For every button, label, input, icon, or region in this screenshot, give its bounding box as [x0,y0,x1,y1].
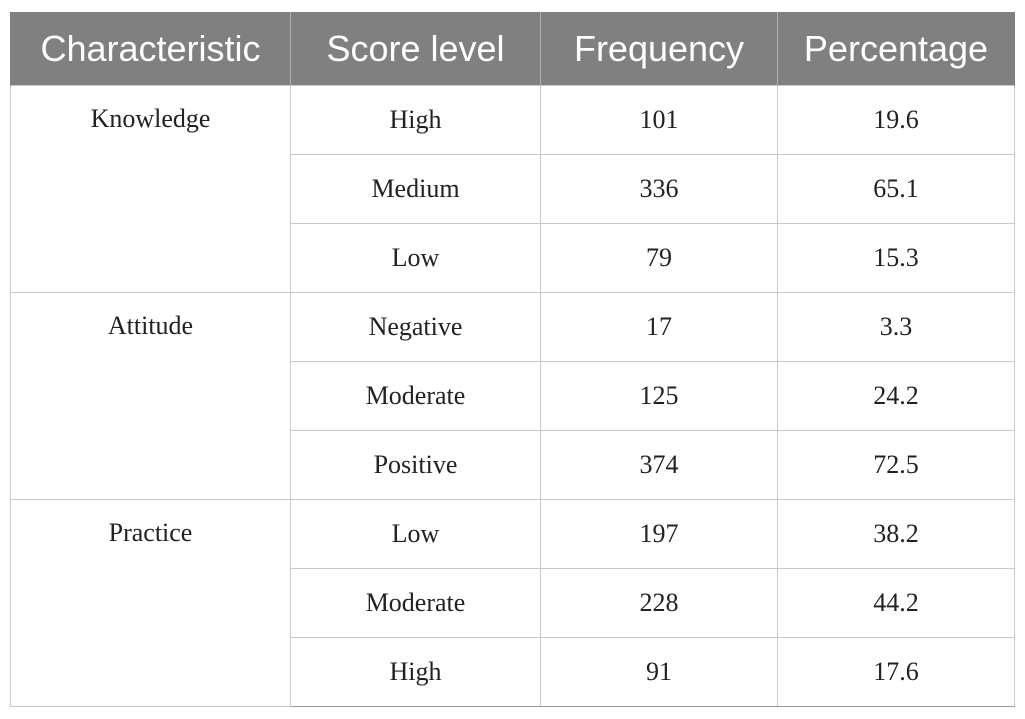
table-row: High 91 17.6 [11,637,1015,707]
table-row: Attitude Negative 17 3.3 [10,292,1015,500]
table-row: Practice Low 197 38.2 [10,499,1015,707]
table-row: Positive 374 72.5 [11,430,1015,500]
header-characteristic: Characteristic [10,12,291,86]
percentage-cell: 3.3 [777,292,1015,362]
percentage-cell: 19.6 [777,85,1015,155]
table-row: Moderate 228 44.2 [11,568,1015,638]
characteristic-cell: Practice [10,499,291,707]
header-percentage: Percentage [777,12,1015,86]
percentage-cell: 44.2 [777,568,1015,638]
frequency-cell: 17 [540,292,778,362]
frequency-cell: 79 [540,223,778,293]
percentage-cell: 65.1 [777,154,1015,224]
score-level-cell: Positive [290,430,541,500]
table-row: Medium 336 65.1 [11,154,1015,224]
frequency-cell: 91 [540,637,778,707]
frequency-cell: 125 [540,361,778,431]
score-level-cell: High [290,637,541,707]
percentage-cell: 17.6 [777,637,1015,707]
percentage-cell: 24.2 [777,361,1015,431]
score-level-cell: Moderate [290,361,541,431]
characteristic-cell: Attitude [10,292,291,500]
table-header: Characteristic Score level Frequency Per… [10,12,1015,86]
frequency-cell: 336 [540,154,778,224]
header-row: Characteristic Score level Frequency Per… [10,12,1015,86]
score-level-cell: Low [290,499,541,569]
results-table: Characteristic Score level Frequency Per… [10,12,1015,707]
score-level-cell: Negative [290,292,541,362]
score-level-cell: Moderate [290,568,541,638]
table-row: Knowledge High 101 19.6 [10,85,1015,293]
frequency-cell: 374 [540,430,778,500]
score-level-cell: Low [290,223,541,293]
score-level-cell: High [290,85,541,155]
header-frequency: Frequency [540,12,778,86]
frequency-cell: 197 [540,499,778,569]
results-table-container: Characteristic Score level Frequency Per… [10,12,1015,707]
percentage-cell: 15.3 [777,223,1015,293]
percentage-cell: 38.2 [777,499,1015,569]
header-score-level: Score level [290,12,541,86]
score-level-cell: Medium [290,154,541,224]
percentage-cell: 72.5 [777,430,1015,500]
frequency-cell: 101 [540,85,778,155]
frequency-cell: 228 [540,568,778,638]
table-body: Knowledge High 101 19.6 Medium 336 65.1 … [10,85,1015,707]
characteristic-cell: Knowledge [10,85,291,293]
